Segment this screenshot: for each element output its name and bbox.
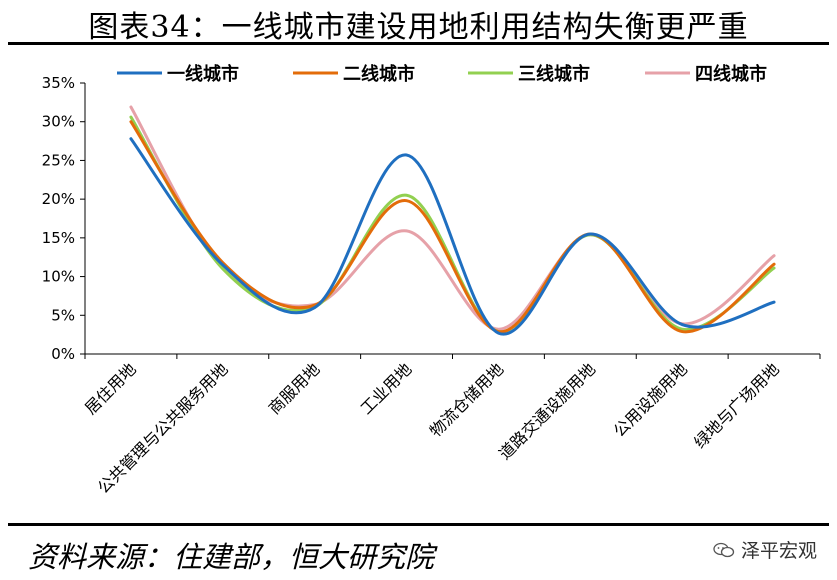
x-category-label: 物流仓储用地 [426,359,507,440]
y-tick-label: 30% [42,113,75,131]
series-line-4 [129,105,776,331]
x-category-label: 商服用地 [265,359,324,418]
x-category-label: 工业用地 [357,359,416,418]
bottom-divider [8,523,829,526]
chart-axes [80,82,821,359]
y-tick-label: 35% [42,74,75,92]
y-tick-label: 25% [42,151,75,169]
y-tick-label: 15% [42,229,75,247]
watermark: 泽平宏观 [713,536,817,563]
y-tick-label: 0% [51,345,75,363]
wechat-icon [713,542,735,557]
watermark-text: 泽平宏观 [740,540,817,562]
page-title: 图表34：一线城市建设用地利用结构失衡更严重 [88,10,749,45]
legend-label: 三线城市 [518,63,590,85]
legend-label: 一线城市 [167,63,239,85]
y-tick-label: 10% [42,268,75,286]
y-tick-label: 5% [51,306,75,324]
y-tick-label: 20% [42,190,75,208]
x-category-label: 居住用地 [81,359,140,418]
series-line-3 [129,115,776,334]
chart-legend: 一线城市 二线城市 三线城市 四线城市 [117,63,767,85]
source-note: 资料来源：住建部，恒大研究院 [28,540,435,574]
x-category-label: 绿地与广场用地 [690,359,783,452]
top-divider [8,42,829,45]
series-line-2 [129,120,776,334]
legend-label: 二线城市 [343,63,415,85]
series-line-1 [129,137,776,336]
series-lines [129,105,776,336]
x-category-label: 道路交通设施用地 [495,359,599,463]
legend-label: 四线城市 [695,63,767,85]
x-category-label: 公用设施用地 [610,359,691,440]
y-axis-labels: 0% 5% 10% 15% 20% 25% 30% 35% [42,74,75,363]
